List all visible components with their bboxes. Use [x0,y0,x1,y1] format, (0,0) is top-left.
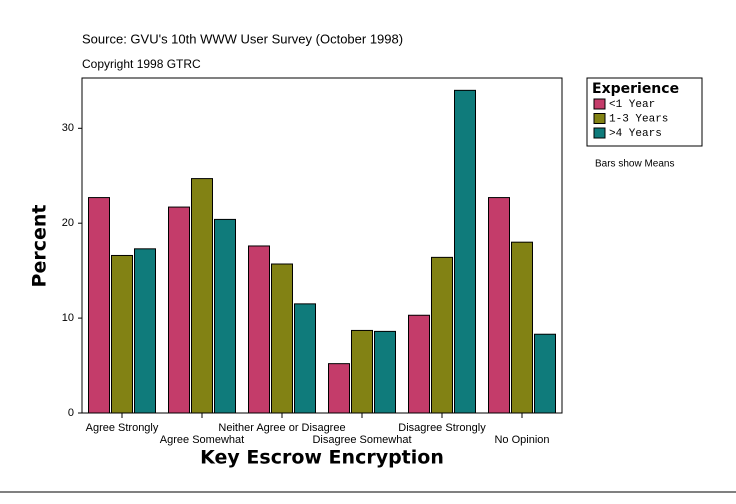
bar [408,314,430,414]
bar [454,89,476,414]
bar [134,248,156,414]
bar [214,218,236,414]
plot-frame [81,77,563,414]
legend-label: 1-3 Years [609,113,668,125]
bar [488,197,510,414]
bar [431,256,453,414]
y-tick-label: 0 [68,407,74,419]
bar [271,263,293,414]
bar [88,197,110,414]
x-tick-label: Neither Agree or Disagree [218,422,345,434]
legend-swatch [593,98,606,110]
legend-title: Experience [592,81,679,97]
x-tick-label: No Opinion [494,434,549,446]
legend-swatch [593,113,606,124]
y-tick-label: 30 [62,122,74,134]
x-tick-label: Disagree Somewhat [312,434,411,446]
y-axis-title: Percent [29,205,51,288]
x-tick-label: Agree Strongly [86,422,159,434]
bar [248,245,270,414]
bar [294,303,316,414]
legend-box [586,77,703,147]
bar [328,363,350,414]
bar [374,330,396,414]
x-tick-label: Agree Somewhat [160,434,244,446]
bar [511,241,533,414]
y-tick-label: 10 [62,312,74,324]
legend-label: >4 Years [609,128,662,140]
bar [351,329,373,414]
source: Source: GVU's 10th WWW User Survey (Octo… [82,31,403,46]
x-axis-title: Key Escrow Encryption [200,447,444,469]
bar [534,333,556,414]
legend-swatch [593,127,606,139]
bar [168,206,190,414]
bar [111,254,133,414]
legend-label: <1 Year [609,99,655,111]
x-tick-label: Disagree Strongly [398,422,486,434]
copyright: Copyright 1998 GTRC [82,57,201,71]
y-tick-label: 20 [62,217,74,229]
note: Bars show Means [595,159,674,170]
bar [191,178,213,414]
